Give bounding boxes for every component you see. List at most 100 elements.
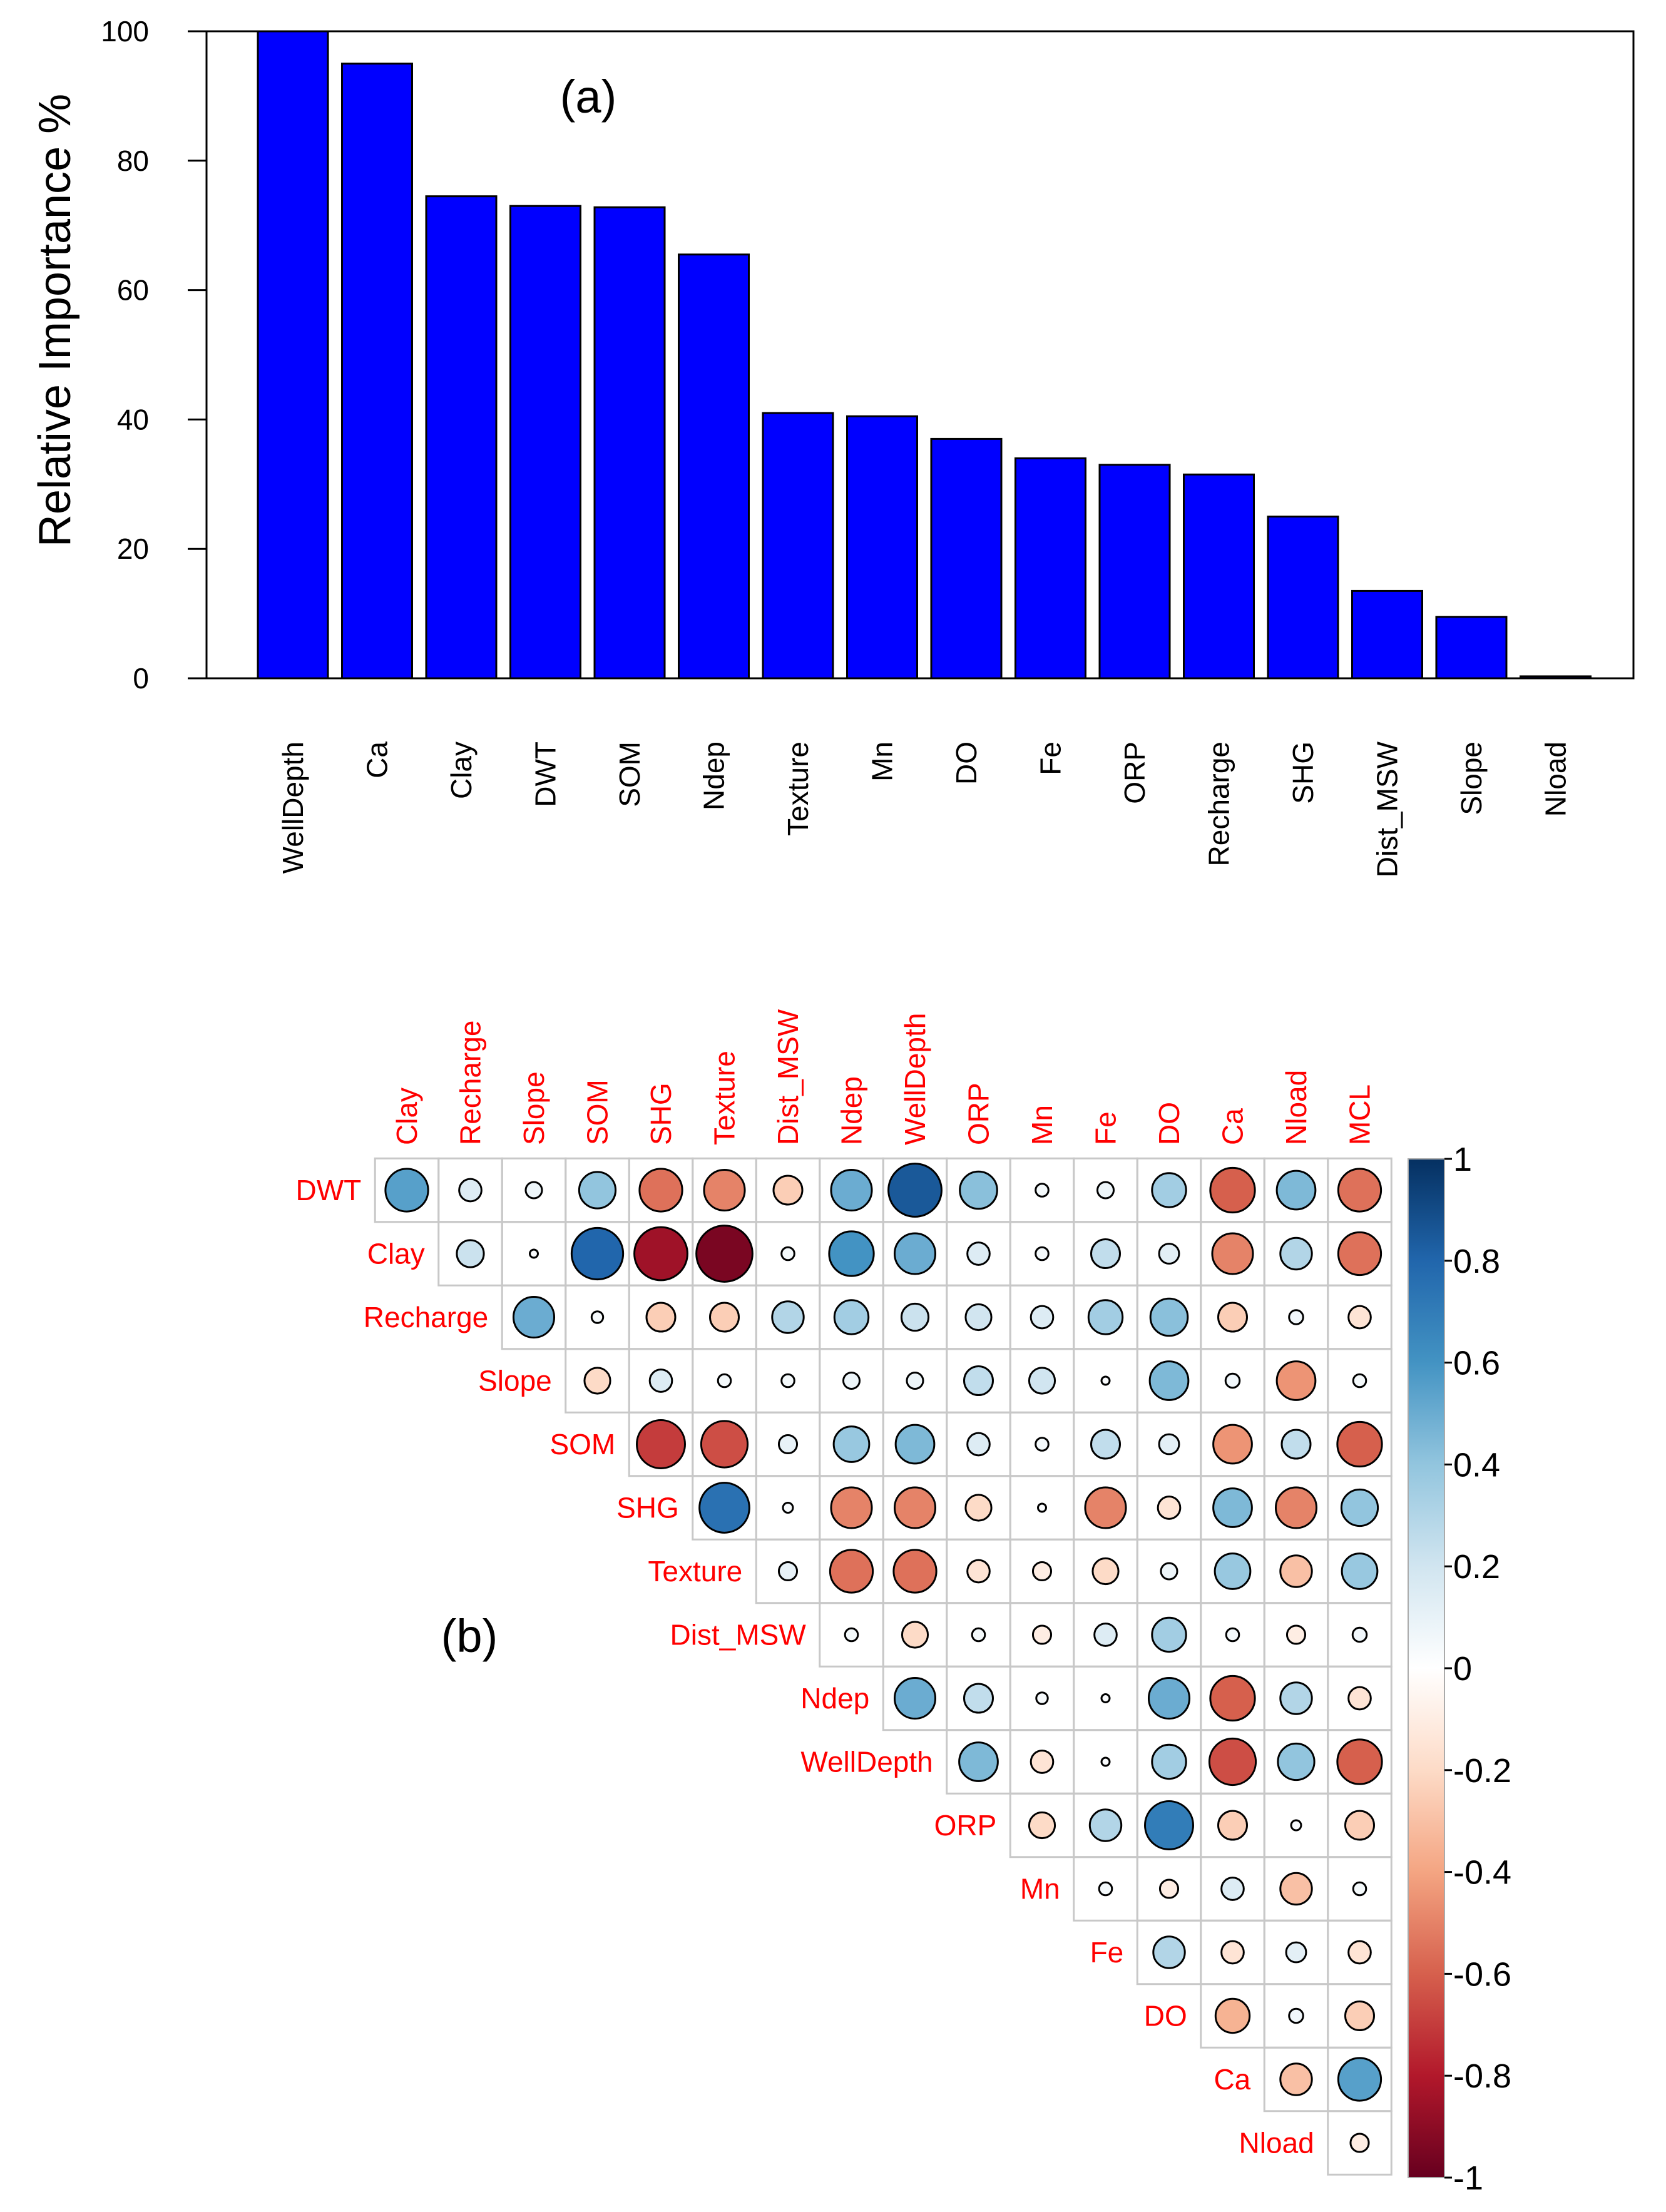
- bar-orp: [1098, 464, 1171, 680]
- corr-circle-som-mn: [1035, 1437, 1050, 1452]
- corr-circle-ndep-fe: [1100, 1693, 1111, 1704]
- corr-circle-slope-orp: [963, 1365, 994, 1396]
- corr-circle-fe-do: [1152, 1935, 1186, 1969]
- corr-circle-dwt-ca: [1209, 1166, 1256, 1214]
- corr-circle-do-ca: [1214, 1997, 1251, 2034]
- corr-circle-clay-welldepth: [893, 1232, 937, 1275]
- corr-circle-dist-msw-fe: [1093, 1623, 1118, 1647]
- x-tick-label: Ndep: [698, 742, 730, 810]
- corr-circle-recharge-orp: [964, 1303, 993, 1332]
- colorbar-tick-label: 0.8: [1453, 1243, 1500, 1280]
- bar-texture: [762, 412, 834, 680]
- corr-circle-clay-ndep: [828, 1230, 875, 1277]
- corr-circle-recharge-ndep: [833, 1299, 870, 1335]
- column-label: DO: [1153, 1102, 1185, 1145]
- colorbar-gradient: [1408, 1158, 1445, 2178]
- corr-circle-welldepth-orp: [958, 1741, 999, 1782]
- row-label: Fe: [1090, 1936, 1124, 1969]
- x-tick-label: Mn: [866, 742, 899, 782]
- column-label: SOM: [581, 1079, 614, 1145]
- corr-circle-clay-do: [1158, 1243, 1180, 1265]
- row-label: Slope: [478, 1365, 552, 1397]
- corr-circle-texture-orp: [966, 1559, 991, 1584]
- corr-circle-slope-mn: [1028, 1367, 1056, 1395]
- corr-circle-shg-mcl: [1340, 1488, 1379, 1527]
- corr-circle-som-texture: [700, 1420, 749, 1469]
- corr-circle-dwt-ndep: [830, 1168, 873, 1212]
- corr-circle-texture-fe: [1091, 1557, 1120, 1586]
- corr-circle-fe-ca: [1220, 1940, 1245, 1965]
- corr-circle-welldepth-mcl: [1336, 1738, 1383, 1785]
- y-tick-label: 20: [117, 533, 149, 565]
- bar-layer: [257, 30, 1592, 680]
- row-label: ORP: [934, 1809, 997, 1842]
- corr-circle-slope-nload: [1275, 1360, 1317, 1401]
- x-tick-label: Texture: [782, 742, 814, 836]
- corr-circle-recharge-fe: [1087, 1299, 1124, 1335]
- corr-circle-ndep-nload: [1279, 1681, 1313, 1715]
- bar-clay: [425, 195, 498, 680]
- corr-circle-ndep-mn: [1035, 1691, 1049, 1705]
- y-tick-label: 0: [133, 662, 149, 695]
- column-label: Ndep: [836, 1076, 868, 1145]
- corr-circle-clay-slope: [528, 1248, 539, 1259]
- corr-circle-shg-mn: [1036, 1502, 1048, 1513]
- corr-circle-fe-mcl: [1347, 1940, 1372, 1965]
- corr-circle-welldepth-nload: [1277, 1742, 1316, 1781]
- corr-circle-shg-nload: [1274, 1486, 1318, 1529]
- panel-a-bar-chart: Relative Importance % (a) 0 20 40 60 80 100 W…: [30, 15, 1635, 877]
- corr-circle-orp-do: [1144, 1800, 1194, 1850]
- x-tick-label: ORP: [1118, 742, 1151, 804]
- corr-circle-slope-welldepth: [906, 1371, 924, 1390]
- corr-circle-shg-texture: [698, 1482, 750, 1534]
- row-label: SOM: [549, 1428, 615, 1460]
- corr-circle-som-nload: [1280, 1429, 1312, 1460]
- corr-circle-ndep-orp: [963, 1683, 994, 1714]
- bar-ndep: [678, 253, 750, 680]
- corr-circle-welldepth-mn: [1030, 1750, 1055, 1774]
- x-tick-label: Fe: [1035, 742, 1067, 775]
- corr-circle-dwt-texture: [703, 1168, 746, 1212]
- corr-circle-shg-ca: [1212, 1487, 1253, 1528]
- corr-circle-recharge-do: [1149, 1297, 1189, 1337]
- row-label: Nload: [1239, 2127, 1314, 2159]
- colorbar-tick-label: 1: [1453, 1141, 1472, 1178]
- corr-circle-recharge-som: [590, 1310, 605, 1324]
- corr-circle-mn-fe: [1098, 1881, 1113, 1897]
- corr-circle-dist-msw-do: [1151, 1616, 1187, 1653]
- x-tick-label: SHG: [1287, 742, 1319, 804]
- bar-do: [930, 437, 1003, 680]
- colorbar-tick-label: 0: [1453, 1650, 1472, 1688]
- corr-circle-recharge-texture: [709, 1302, 740, 1333]
- column-label: Mn: [1026, 1105, 1058, 1145]
- corr-circle-welldepth-do: [1151, 1743, 1187, 1780]
- corr-circle-dist-msw-ndep: [844, 1627, 859, 1643]
- corr-circle-clay-mn: [1035, 1246, 1050, 1261]
- row-label: Recharge: [364, 1301, 488, 1333]
- corr-circle-som-do: [1158, 1433, 1180, 1455]
- corr-circle-recharge-slope: [512, 1295, 556, 1339]
- corr-circle-slope-do: [1148, 1360, 1190, 1401]
- corr-circle-recharge-mn: [1030, 1305, 1055, 1330]
- colorbar-tick-label: -0.8: [1453, 2057, 1511, 2095]
- x-tick-label: Slope: [1455, 742, 1488, 815]
- corr-circle-texture-nload: [1279, 1554, 1313, 1588]
- row-label: DWT: [296, 1174, 362, 1206]
- row-label: SHG: [616, 1492, 679, 1524]
- corr-circle-dwt-recharge: [458, 1178, 483, 1203]
- corr-circle-orp-nload: [1290, 1819, 1302, 1832]
- bar-mn: [846, 415, 918, 680]
- corr-circle-clay-nload: [1279, 1236, 1313, 1271]
- bar-fe: [1014, 457, 1086, 680]
- corr-circle-recharge-nload: [1288, 1309, 1304, 1325]
- y-tick-label: 80: [117, 145, 149, 177]
- colorbar-tick-label: 0.6: [1453, 1345, 1500, 1382]
- panel-b-correlation-matrix: (b) Clay Recharge Slope SOM SHG Texture Dist_M…: [296, 1009, 1512, 2197]
- column-label: Recharge: [454, 1021, 487, 1145]
- bar-dwt: [509, 205, 581, 680]
- colorbar-tick-label: 0.2: [1453, 1548, 1500, 1586]
- corr-circle-recharge-ca: [1217, 1302, 1248, 1333]
- corr-circle-fe-nload: [1285, 1941, 1307, 1964]
- column-label: SHG: [645, 1083, 677, 1145]
- corr-circle-orp-mn: [1028, 1811, 1056, 1840]
